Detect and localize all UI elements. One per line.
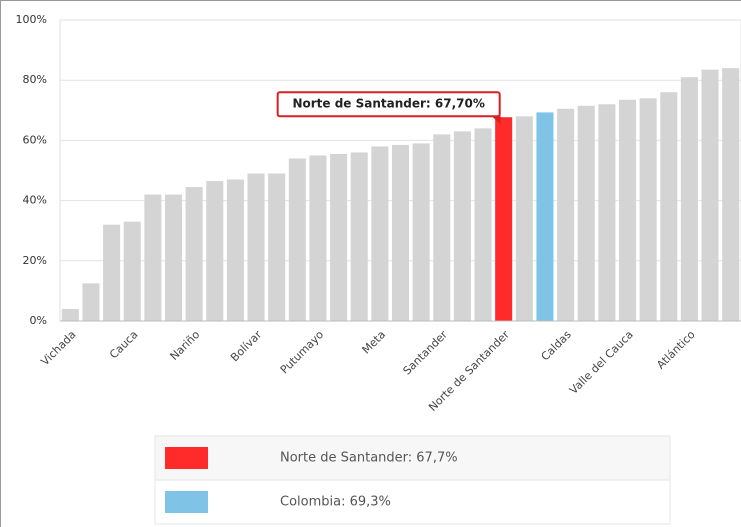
tooltip-text: Norte de Santander: 67,70% [292, 97, 484, 111]
bar [577, 105, 595, 321]
x-tick-label: Caldas [539, 328, 574, 363]
bar [288, 158, 306, 321]
legend-row [154, 479, 671, 525]
bar [350, 152, 368, 321]
bar [371, 146, 389, 321]
tooltip-box [276, 91, 501, 118]
bar [206, 181, 224, 321]
legend-label: Colombia: 69,3% [280, 495, 391, 510]
bar [330, 153, 348, 321]
bar [412, 143, 430, 321]
bar [123, 221, 141, 321]
y-tick-label: 40% [23, 194, 47, 207]
bar [144, 194, 162, 321]
x-tick-label: Putumayo [278, 328, 327, 377]
bar [391, 144, 410, 321]
y-tick-label: 0% [30, 314, 47, 327]
bar [453, 131, 471, 321]
x-tick-label: Cauca [107, 328, 140, 361]
bar [722, 68, 740, 321]
x-tick-label: Santander [401, 328, 451, 378]
bar [618, 99, 637, 321]
bar [226, 179, 244, 321]
bar [164, 194, 183, 321]
bar [61, 308, 79, 321]
bar [701, 69, 719, 321]
bar [82, 283, 100, 321]
bar [515, 116, 533, 321]
x-tick-label: Valle del Cauca [567, 328, 636, 397]
bar [557, 108, 575, 321]
bar [660, 92, 678, 322]
tooltip: Norte de Santander: 67,70% [276, 91, 501, 125]
legend-swatch [165, 491, 208, 513]
tooltip-pointer [491, 116, 501, 125]
x-tick-label: Atlántico [654, 328, 698, 372]
bar [433, 134, 451, 321]
y-tick-label: 20% [23, 254, 47, 267]
y-tick-label: 100% [16, 13, 47, 26]
x-tick-label: Nariño [168, 328, 203, 363]
legend-label: Norte de Santander: 67,7% [280, 451, 458, 466]
x-tick-label: Bolívar [228, 328, 265, 365]
bar [103, 224, 121, 321]
bar [598, 104, 616, 321]
y-tick-label: 80% [23, 73, 47, 86]
bar [185, 187, 203, 321]
x-tick-label: Meta [360, 328, 389, 357]
bar [247, 173, 265, 321]
y-tick-label: 60% [23, 133, 47, 146]
bar [268, 173, 286, 321]
bar [639, 98, 657, 321]
bar [474, 128, 492, 321]
x-tick-label: Vichada [38, 328, 78, 368]
bar [495, 117, 513, 322]
bar [309, 155, 327, 321]
bar [680, 77, 698, 321]
bar [536, 112, 554, 321]
legend-swatch [165, 447, 208, 469]
